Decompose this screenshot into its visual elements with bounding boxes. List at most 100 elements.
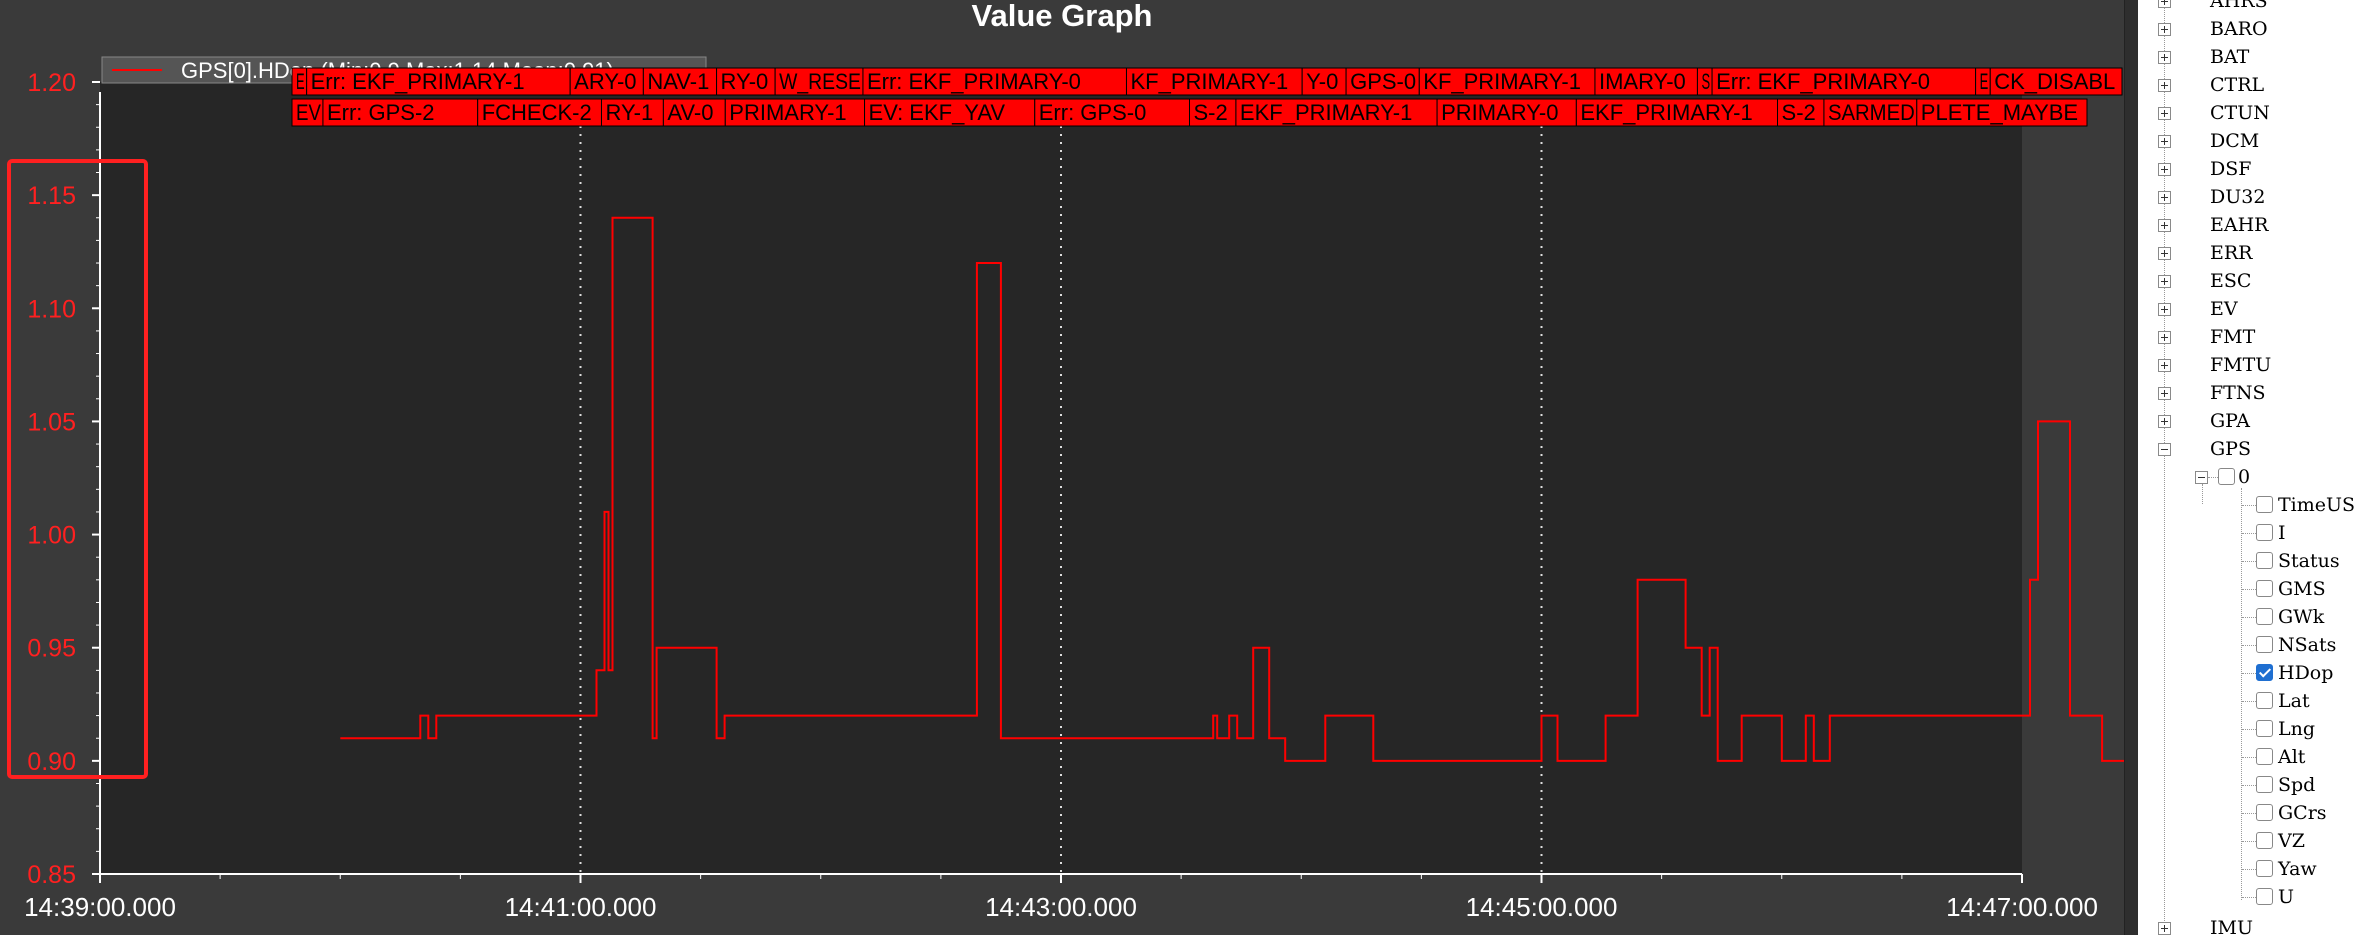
expand-icon[interactable]: [2158, 415, 2171, 428]
tree-item-gps[interactable]: GPS: [2138, 436, 2375, 462]
tree-connector: [2242, 561, 2256, 562]
tree-item-fmt[interactable]: FMT: [2138, 324, 2375, 350]
expand-icon[interactable]: [2158, 387, 2171, 400]
tree-field-label: Alt: [2278, 746, 2306, 768]
tree-item-label: BARO: [2210, 18, 2268, 40]
tree-field-gms[interactable]: GMS: [2138, 576, 2375, 602]
tree-field-yaw[interactable]: Yaw: [2138, 856, 2375, 882]
tree-item-imu[interactable]: IMU: [2138, 915, 2375, 935]
checkbox[interactable]: [2256, 636, 2273, 653]
tree-field-timeus[interactable]: TimeUS: [2138, 492, 2375, 518]
event-label: EKF_PRIMARY-1: [1240, 100, 1412, 125]
expand-icon[interactable]: [2158, 51, 2171, 64]
tree-field-hdop[interactable]: HDop: [2138, 660, 2375, 686]
checkbox[interactable]: [2256, 524, 2273, 541]
checkbox[interactable]: [2256, 804, 2273, 821]
checkbox[interactable]: [2218, 468, 2235, 485]
tree-item-dcm[interactable]: DCM: [2138, 128, 2375, 154]
y-tick-label: 0.95: [27, 635, 76, 663]
expand-icon[interactable]: [2158, 247, 2171, 260]
message-tree[interactable]: AHRS BARO BAT CTRL CTUN DCM DSF DU32 EAHR ERR ESC E…: [2138, 0, 2375, 935]
tree-item-gps-0[interactable]: 0: [2138, 464, 2375, 490]
tree-field-lat[interactable]: Lat: [2138, 688, 2375, 714]
tree-field-u[interactable]: U: [2138, 884, 2375, 910]
expand-icon[interactable]: [2158, 922, 2171, 935]
tree-item-baro[interactable]: BARO: [2138, 16, 2375, 42]
collapse-icon[interactable]: [2158, 443, 2171, 456]
expand-icon[interactable]: [2158, 79, 2171, 92]
checkbox[interactable]: [2256, 860, 2273, 877]
checkbox[interactable]: [2256, 552, 2273, 569]
expand-icon[interactable]: [2158, 219, 2171, 232]
tree-field-gcrs[interactable]: GCrs: [2138, 800, 2375, 826]
event-label-box: [862, 67, 1127, 96]
tree-connector: [2202, 484, 2203, 504]
value-graph-chart[interactable]: Value Graph 0.85 0.90 0.95 1.00 1.05 1.10 1.15…: [0, 0, 2124, 935]
tree-connector: [2242, 533, 2256, 534]
event-markers: E Err: EKF_PRIMARY-1 ARY-0 NAV-1 RY-0 W_RESE E…: [291, 67, 2123, 127]
checkbox[interactable]: [2256, 608, 2273, 625]
event-label: PRIMARY-1: [729, 100, 846, 125]
tree-item-dsf[interactable]: DSF: [2138, 156, 2375, 182]
tree-item-label: ERR: [2210, 242, 2253, 264]
tree-item-ctun[interactable]: CTUN: [2138, 100, 2375, 126]
tree-field-status[interactable]: Status: [2138, 548, 2375, 574]
tree-field-spd[interactable]: Spd: [2138, 772, 2375, 798]
tree-item-ftns[interactable]: FTNS: [2138, 380, 2375, 406]
tree-field-alt[interactable]: Alt: [2138, 744, 2375, 770]
tree-item-err[interactable]: ERR: [2138, 240, 2375, 266]
expand-icon[interactable]: [2158, 107, 2171, 120]
tree-field-label: TimeUS: [2278, 494, 2356, 516]
event-label: W_RESE: [779, 69, 861, 94]
y-tick-label: 0.90: [27, 748, 76, 776]
tree-item-ev[interactable]: EV: [2138, 296, 2375, 322]
series-hdop: [340, 216, 2124, 762]
checkbox[interactable]: [2256, 888, 2273, 905]
event-label-box: [1989, 67, 2123, 96]
expand-icon[interactable]: [2158, 359, 2171, 372]
tree-field-i[interactable]: I: [2138, 520, 2375, 546]
event-label-box: [662, 98, 726, 127]
tree-connector: [2242, 701, 2256, 702]
tree-field-lng[interactable]: Lng: [2138, 716, 2375, 742]
checkbox[interactable]: [2256, 580, 2273, 597]
checkbox[interactable]: [2256, 692, 2273, 709]
series-line-0: [340, 216, 2124, 762]
expand-icon[interactable]: [2158, 303, 2171, 316]
tree-field-nsats[interactable]: NSats: [2138, 632, 2375, 658]
expand-icon[interactable]: [2158, 275, 2171, 288]
expand-icon[interactable]: [2158, 331, 2171, 344]
checkbox[interactable]: [2256, 832, 2273, 849]
expand-icon[interactable]: [2158, 135, 2171, 148]
tree-field-gwk[interactable]: GWk: [2138, 604, 2375, 630]
checkbox[interactable]: [2256, 496, 2273, 513]
event-label: Err: GPS-0: [1039, 100, 1147, 125]
tree-item-bat[interactable]: BAT: [2138, 44, 2375, 70]
event-label: KF_PRIMARY-1: [1423, 69, 1581, 94]
event-label-box: [1418, 67, 1596, 96]
expand-icon[interactable]: [2158, 0, 2171, 8]
tree-field-label: Spd: [2278, 774, 2316, 796]
event-label: PLETE_MAYBE: [1921, 100, 2078, 125]
tree-field-vz[interactable]: VZ: [2138, 828, 2375, 854]
tree-item-ahrs[interactable]: AHRS: [2138, 0, 2375, 14]
event-label-box: [774, 67, 864, 96]
checkbox[interactable]: [2256, 720, 2273, 737]
tree-item-gpa[interactable]: GPA: [2138, 408, 2375, 434]
value-graph-panel[interactable]: Value Graph 0.85 0.90 0.95 1.00 1.05 1.10 1.15…: [0, 0, 2124, 935]
tree-item-fmtu[interactable]: FMTU: [2138, 352, 2375, 378]
checkbox-checked[interactable]: [2256, 664, 2273, 681]
expand-icon[interactable]: [2158, 163, 2171, 176]
checkbox[interactable]: [2256, 748, 2273, 765]
checkbox[interactable]: [2256, 776, 2273, 793]
expand-icon[interactable]: [2158, 191, 2171, 204]
y-tick-label: 1.20: [27, 69, 76, 97]
collapse-icon[interactable]: [2195, 471, 2208, 484]
tree-item-ctrl[interactable]: CTRL: [2138, 72, 2375, 98]
tree-connector: [2242, 729, 2256, 730]
tree-item-du32[interactable]: DU32: [2138, 184, 2375, 210]
tree-item-esc[interactable]: ESC: [2138, 268, 2375, 294]
tree-connector: [2242, 869, 2256, 870]
expand-icon[interactable]: [2158, 23, 2171, 36]
tree-item-eahr[interactable]: EAHR: [2138, 212, 2375, 238]
